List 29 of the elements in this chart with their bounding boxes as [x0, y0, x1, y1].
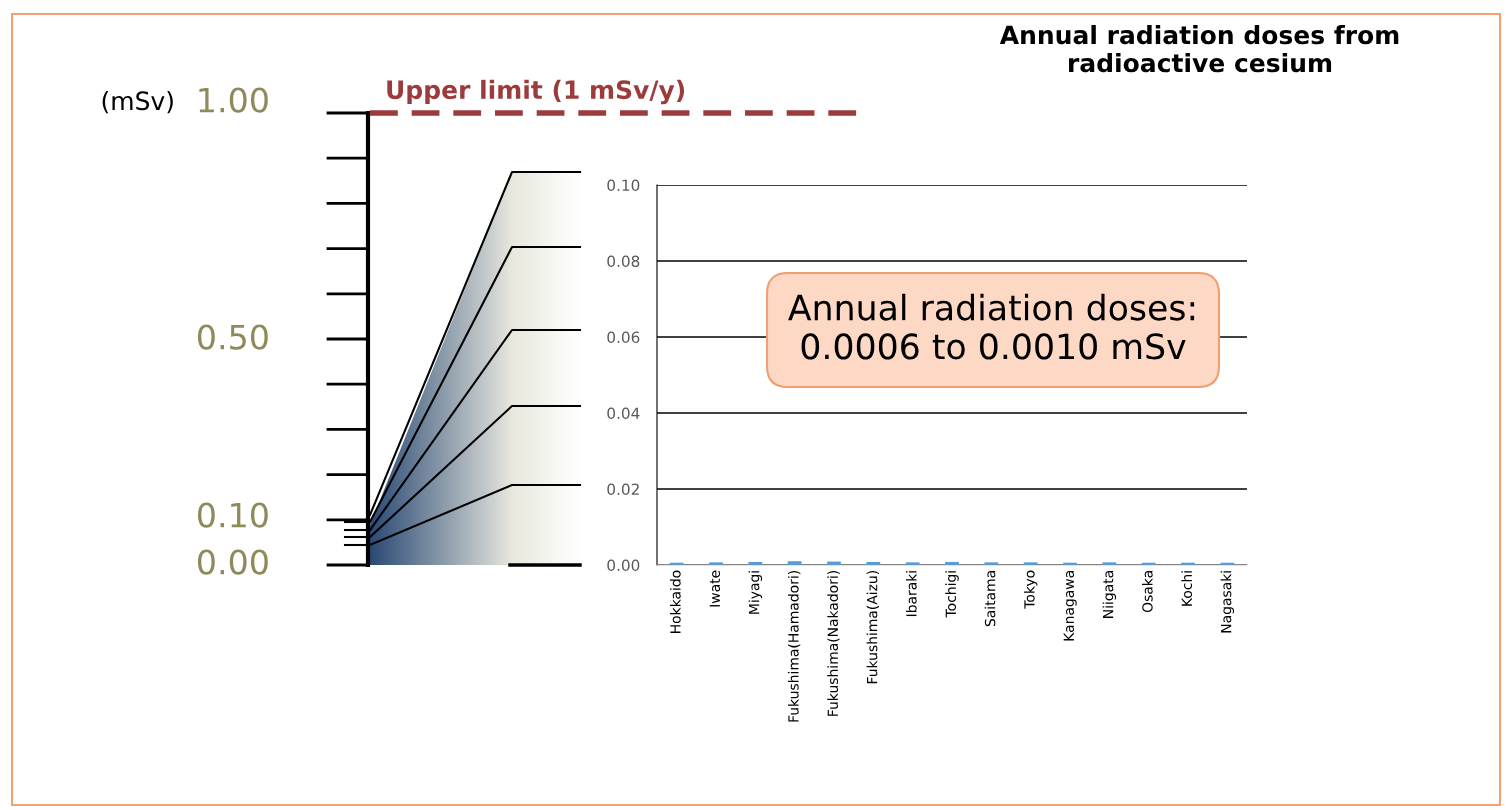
- x-tick-label: Osaka: [1141, 571, 1153, 613]
- x-tick-label: Fukushima(Hamadori): [787, 571, 801, 722]
- text: 0.50: [197, 324, 268, 350]
- y-tick-label: 0.08: [607, 255, 640, 268]
- x-tick-label: Tochigi: [945, 571, 959, 618]
- text: Upper limit (1 mSv/y): [387, 79, 685, 105]
- y-tick-label: 0.04: [607, 407, 640, 420]
- x-tick-label: Nagasaki: [1220, 571, 1235, 633]
- x-tick-label: Fukushima(Aizu): [866, 571, 879, 684]
- y-tick-label: 0.06: [607, 331, 640, 344]
- y-tick-label: 0.00: [607, 559, 640, 572]
- x-tick-label: Iwate: [709, 570, 721, 607]
- x-tick-label: Kochi: [1181, 571, 1193, 606]
- x-tick-label: Fukushima(Nakadori): [827, 571, 840, 716]
- text: 0.00: [197, 549, 268, 575]
- x-tick-label: Tokyo: [1023, 570, 1038, 609]
- text: (mSv): [102, 90, 173, 114]
- x-tick-label: Miyagi: [748, 571, 763, 614]
- x-tick-label: Ibaraki: [905, 571, 917, 617]
- text: 1.00: [199, 87, 268, 113]
- chart-title: Annual radiation doses from radioactive cesium: [999, 25, 1399, 73]
- x-tick-label: Niigata: [1102, 571, 1117, 618]
- x-tick-label: Saitama: [984, 571, 996, 627]
- x-tick-label: Hokkaido: [669, 570, 681, 633]
- y-tick-label: 0.02: [607, 483, 639, 496]
- x-tick-label: Kanagawa: [1063, 571, 1077, 641]
- text: 0.10: [197, 502, 268, 528]
- y-tick-label: 0.10: [607, 179, 640, 192]
- annotation: Annual radiation doses: 0.0006 to 0.0010 mSv: [788, 293, 1195, 360]
